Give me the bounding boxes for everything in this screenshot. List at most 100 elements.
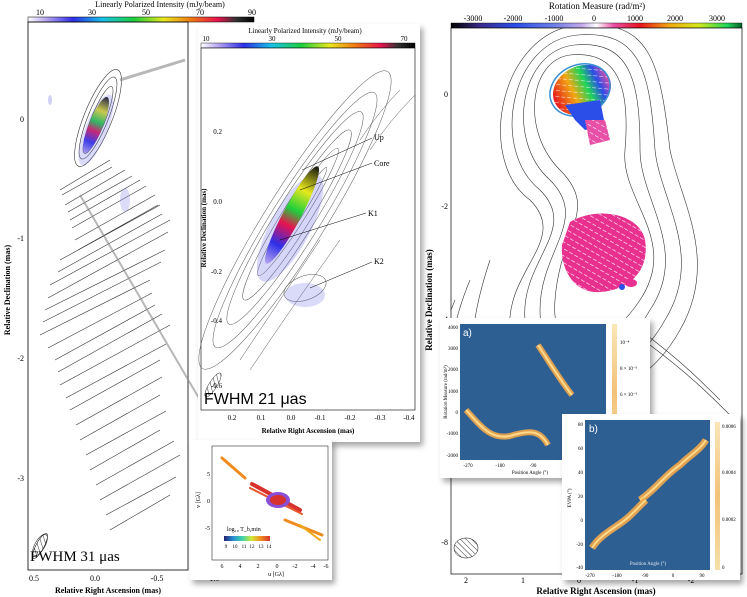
zoom-inset-content: Linearly Polarized Intensity (mJy/beam) … bbox=[198, 27, 416, 435]
inset-a-x-tick: -180 bbox=[495, 464, 505, 469]
inset-a-x-tick: -270 bbox=[463, 464, 473, 469]
inset-b-cbar-ticks: 0.0006 0.0004 0.0002 0 bbox=[722, 425, 736, 571]
zoom-colorbar-ticks: 10 30 50 70 bbox=[203, 35, 409, 43]
inset-a-cbar-tick: 6 × 10⁻⁵ bbox=[620, 392, 637, 398]
left-cbar-tick: 90 bbox=[248, 8, 256, 17]
uv-cbar-tick: 10 bbox=[233, 545, 239, 550]
inset-b-y-tick: 80 bbox=[578, 423, 584, 428]
zoom-y-label: Relative Declination (mas) bbox=[200, 188, 208, 268]
uv-y-tick: 5 bbox=[207, 472, 210, 478]
inset-b-y-tick: 0 bbox=[581, 519, 584, 524]
right-cbar-tick: 3000 bbox=[709, 14, 725, 23]
zoom-x-tick: -0.3 bbox=[374, 414, 386, 422]
zoom-connector bbox=[119, 58, 186, 82]
uv-x-ticks: 6 4 2 0 -2 -4 -6 bbox=[221, 564, 329, 570]
zoom-y-tick: -0.6 bbox=[211, 382, 223, 390]
uv-y-label: v [Gλ] bbox=[196, 492, 202, 508]
uv-tracks bbox=[220, 456, 324, 541]
left-x-label: Relative Right Ascension (mas) bbox=[55, 586, 161, 595]
right-cbar-tick: 2000 bbox=[667, 14, 683, 23]
label-up: Up bbox=[374, 133, 384, 142]
zoom-x-tick: 0.2 bbox=[228, 414, 237, 422]
zoom-y-tick: -0.4 bbox=[211, 317, 223, 325]
right-x-label: Relative Right Ascension (mas) bbox=[536, 586, 655, 596]
right-y-tick: 0 bbox=[444, 90, 448, 99]
zoom-x-label: Relative Right Ascension (mas) bbox=[262, 427, 355, 435]
uv-colorbar-ticks: 9 10 11 12 13 14 bbox=[225, 545, 272, 550]
right-cbar-tick: -3000 bbox=[464, 14, 483, 23]
inset-a-y-label: Rotation Measure (rad/m²) bbox=[443, 365, 449, 419]
zoom-connector bbox=[79, 194, 201, 401]
inset-a-y-tick: 1000 bbox=[448, 390, 459, 395]
label-core: Core bbox=[374, 159, 390, 168]
uv-inset: log₁₀ T_b,min 9 10 11 12 13 14 6 4 2 0 -… bbox=[196, 445, 329, 578]
left-y-tick: 0 bbox=[20, 115, 24, 124]
zoom-y-tick: 0.0 bbox=[213, 198, 222, 206]
left-plot-frame bbox=[27, 21, 189, 571]
left-beam bbox=[32, 533, 48, 559]
zoom-x-tick: 0.0 bbox=[287, 414, 296, 422]
zoom-fwhm-label: FWHM 21 μas bbox=[204, 391, 307, 408]
uv-x-tick: 6 bbox=[221, 564, 224, 570]
uv-x-tick: 2 bbox=[257, 564, 260, 570]
uv-colorbar bbox=[224, 536, 270, 541]
zoom-x-tick: -0.2 bbox=[344, 414, 356, 422]
left-contours bbox=[32, 69, 181, 556]
uv-x-tick: -4 bbox=[311, 564, 316, 570]
inset-a-cbar-tick: 8 × 10⁻⁵ bbox=[620, 366, 637, 372]
inset-b-cbar-tick: 0.0002 bbox=[722, 518, 736, 523]
right-x-tick: -1 bbox=[632, 576, 639, 585]
inset-b-y-tick: 20 bbox=[578, 495, 584, 500]
left-cbar-tick: 50 bbox=[142, 8, 150, 17]
zoom-x-tick: -0.4 bbox=[403, 414, 415, 422]
left-cbar-tick: 70 bbox=[196, 8, 204, 17]
left-y-label: Relative Declination (mas) bbox=[3, 245, 12, 336]
zoom-pol-core bbox=[264, 166, 320, 264]
zoom-beam bbox=[204, 372, 222, 398]
inset-b-x-tick: 90 bbox=[700, 574, 706, 579]
uv-x-tick: 4 bbox=[239, 564, 242, 570]
inset-b-y-ticks: 80 60 40 20 0 -20 -40 bbox=[576, 423, 583, 571]
inset-a-density bbox=[463, 343, 575, 447]
inset-b-tag: b) bbox=[589, 424, 598, 435]
inset-b-x-tick: -270 bbox=[585, 574, 595, 579]
inset-b: 0.0006 0.0004 0.0002 0 b) 80 60 40 20 0 … bbox=[568, 420, 736, 579]
inset-b-cbar-tick: 0.0004 bbox=[722, 471, 736, 476]
uv-cbar-tick: 12 bbox=[250, 545, 256, 550]
zoom-cbar-tick: 70 bbox=[401, 35, 409, 43]
inset-a-y-tick: -1000 bbox=[446, 432, 458, 437]
uv-cbar-tick: 14 bbox=[267, 545, 273, 550]
zoom-colorbar bbox=[200, 42, 416, 49]
inset-b-colorbar bbox=[715, 422, 720, 570]
inset-a-cbar-tick: 10⁻⁴ bbox=[620, 340, 630, 346]
inset-a-y-tick: 3000 bbox=[448, 347, 459, 352]
right-x-tick: 2 bbox=[464, 576, 468, 585]
left-y-tick: -2 bbox=[17, 354, 24, 363]
label-k1: K1 bbox=[368, 209, 378, 218]
rm-core-region bbox=[549, 63, 612, 145]
inset-b-density bbox=[589, 438, 710, 551]
inset-b-y-tick: -20 bbox=[576, 543, 583, 548]
inset-b-y-tick: 60 bbox=[578, 447, 584, 452]
rm-jet-region bbox=[561, 213, 646, 293]
inset-b-x-tick: -90 bbox=[642, 574, 649, 579]
inset-a-y-tick: -2000 bbox=[446, 454, 458, 459]
right-y-label: Relative Declination (mas) bbox=[424, 249, 434, 350]
inset-a-y-tick: 0 bbox=[456, 411, 459, 416]
right-colorbar bbox=[450, 22, 743, 29]
inset-a-y-ticks: 4000 3000 2000 1000 0 -1000 -2000 bbox=[446, 326, 458, 459]
left-x-tick: 0.0 bbox=[90, 574, 100, 583]
right-cbar-tick: -2000 bbox=[504, 14, 523, 23]
inset-a-colorbar bbox=[612, 324, 617, 460]
right-y-tick: -8 bbox=[441, 538, 448, 547]
right-beam bbox=[453, 537, 479, 559]
left-polarization-blob bbox=[83, 97, 109, 153]
zoom-x-ticks: 0.2 0.1 0.0 -0.1 -0.2 -0.3 -0.4 bbox=[228, 414, 415, 422]
left-colorbar-ticks: 10 30 50 70 90 bbox=[36, 8, 256, 17]
right-x-ticks: 2 1 0 -1 -2 bbox=[464, 576, 694, 585]
left-y-tick: -1 bbox=[17, 234, 24, 243]
right-x-tick: 1 bbox=[521, 576, 525, 585]
left-colorbar-title: Linearly Polarized Intensity (mJy/beam) bbox=[95, 0, 225, 9]
inset-a-y-tick: 4000 bbox=[448, 326, 459, 331]
